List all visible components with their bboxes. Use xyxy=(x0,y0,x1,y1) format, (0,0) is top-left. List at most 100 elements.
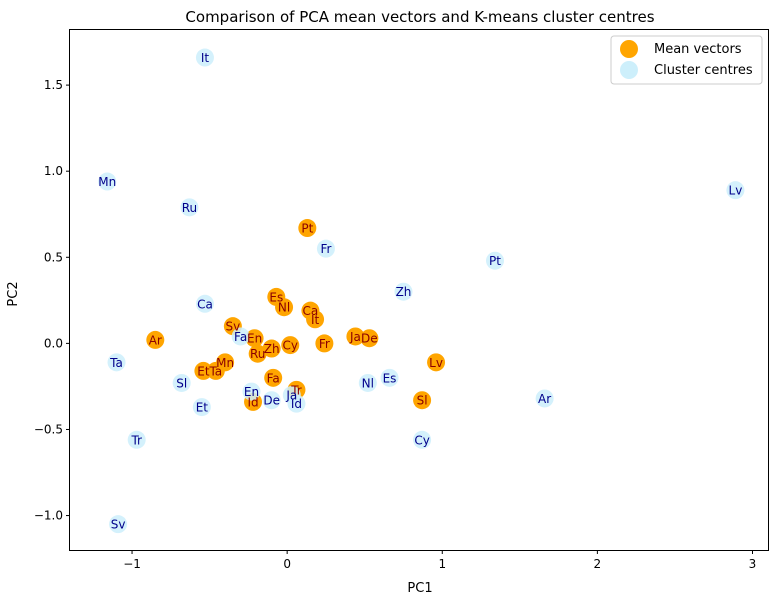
cluster-centres-point xyxy=(380,368,399,387)
cluster-centres-point xyxy=(180,198,199,217)
cluster-centres-point xyxy=(242,382,261,401)
cluster-centres-point-label: Et xyxy=(196,401,209,415)
mean-vectors-point-label: Sv xyxy=(226,320,241,334)
mean-vectors-point-label: Zh xyxy=(264,342,280,356)
cluster-centres-point xyxy=(127,430,146,449)
mean-vectors-point-label: Cy xyxy=(283,339,298,353)
cluster-centres-point xyxy=(195,48,214,67)
cluster-centres-point-label: Mn xyxy=(98,175,116,189)
mean-vectors-point-label: Nl xyxy=(278,301,290,315)
mean-vectors-point xyxy=(194,361,213,380)
cluster-centres-point xyxy=(231,327,250,346)
x-axis-label: PC1 xyxy=(407,581,432,596)
cluster-centres-point-label: Ta xyxy=(109,356,123,370)
cluster-centres-point xyxy=(195,294,214,313)
cluster-centres-point xyxy=(109,515,128,534)
mean-vectors-point xyxy=(346,327,365,346)
cluster-centres-point-label: Nl xyxy=(362,376,374,390)
cluster-centres-point-label: It xyxy=(201,51,210,65)
mean-vectors-point-label: Ca xyxy=(303,304,319,318)
y-tick-label: 0.0 xyxy=(44,336,63,350)
mean-vectors-point xyxy=(206,361,225,380)
cluster-centres-point-label: Tr xyxy=(130,433,142,447)
cluster-centres-point xyxy=(287,394,306,413)
mean-vectors-point xyxy=(306,310,325,329)
mean-vectors-point-label: De xyxy=(361,332,378,346)
y-tick-label: −1.0 xyxy=(34,509,63,523)
x-tick-label: 3 xyxy=(749,557,757,571)
mean-vectors-point-label: Ta xyxy=(208,364,222,378)
cluster-centres-point-label: Sl xyxy=(176,376,187,390)
mean-vectors-point xyxy=(245,329,264,348)
mean-vectors-point xyxy=(146,330,165,349)
mean-vectors-point xyxy=(248,344,267,363)
cluster-centres-point-label: Fr xyxy=(320,242,331,256)
legend-marker-mean-vectors xyxy=(620,40,638,58)
cluster-centres-point-label: En xyxy=(244,385,259,399)
cluster-centres-point-label: Sv xyxy=(111,518,126,532)
cluster-centres-point-label: Es xyxy=(383,371,397,385)
cluster-centres-point xyxy=(726,181,745,200)
cluster-centres-point-label: Pt xyxy=(489,254,501,268)
mean-vectors-point xyxy=(315,334,334,353)
mean-vectors-point xyxy=(298,219,317,238)
cluster-centres-point xyxy=(413,430,432,449)
x-tick-label: 2 xyxy=(594,557,602,571)
mean-vectors-point-label: Ja xyxy=(349,330,361,344)
mean-vectors-point xyxy=(360,329,379,348)
cluster-centres-point xyxy=(98,172,117,191)
cluster-centres-point-label: Zh xyxy=(396,285,412,299)
cluster-centres-point xyxy=(262,391,281,410)
mean-vectors-point-label: Tr xyxy=(290,383,302,397)
mean-vectors-point xyxy=(281,336,300,355)
cluster-centres-point xyxy=(394,282,413,301)
mean-vectors-point-label: En xyxy=(247,332,262,346)
cluster-centres-point xyxy=(316,239,335,258)
y-tick-label: 1.0 xyxy=(44,164,63,178)
cluster-centres-point xyxy=(192,398,211,417)
cluster-centres-point-label: Cy xyxy=(414,433,429,447)
cluster-centres-point xyxy=(486,251,505,270)
cluster-centres-point-label: De xyxy=(263,394,280,408)
cluster-centres-point xyxy=(172,373,191,392)
mean-vectors-point-label: Es xyxy=(269,290,283,304)
cluster-centres-point-label: Lv xyxy=(729,184,743,198)
cluster-centres-point-label: Ca xyxy=(197,297,213,311)
mean-vectors-point xyxy=(264,368,283,387)
chart-title: Comparison of PCA mean vectors and K-mea… xyxy=(185,8,654,26)
data-points xyxy=(98,48,745,534)
cluster-centres-point xyxy=(535,389,554,408)
mean-vectors-point xyxy=(262,339,281,358)
mean-vectors-point-label: Id xyxy=(247,395,258,409)
legend-marker-cluster-centres xyxy=(620,61,638,79)
legend-box xyxy=(610,35,763,85)
cluster-centres-point-label: Ja xyxy=(285,389,297,403)
cluster-centres-point-label: Ru xyxy=(182,201,197,215)
mean-vectors-point-label: Fr xyxy=(319,337,330,351)
mean-vectors-point xyxy=(413,391,432,410)
cluster-centres-point xyxy=(107,353,126,372)
x-tick-label: 1 xyxy=(438,557,446,571)
plot-frame xyxy=(69,29,769,551)
mean-vectors-point-label: It xyxy=(311,313,320,327)
cluster-centres-point xyxy=(358,373,377,392)
mean-vectors-point-label: Ar xyxy=(149,333,162,347)
x-tick-label: 0 xyxy=(283,557,291,571)
legend-label-cluster-centres: Cluster centres xyxy=(654,63,753,78)
cluster-centres-point-label: Id xyxy=(291,397,302,411)
y-axis-label: PC2 xyxy=(6,281,21,306)
y-tick-label: −0.5 xyxy=(34,422,63,436)
x-tick-label: −1 xyxy=(123,557,141,571)
legend-label-mean-vectors: Mean vectors xyxy=(654,42,742,57)
axis-ticks: −1 0 1 2 3 −1.0 −0.5 0.0 0.5 1.0 1.5 xyxy=(34,78,756,571)
y-tick-label: 1.5 xyxy=(44,78,63,92)
mean-vectors-point-label: Pt xyxy=(301,222,313,236)
y-tick-label: 0.5 xyxy=(44,250,63,264)
cluster-centres-point-label: Fa xyxy=(234,330,247,344)
mean-vectors-point-label: Sl xyxy=(417,394,428,408)
mean-vectors-point xyxy=(275,298,294,317)
legend: Mean vectors Cluster centres xyxy=(610,35,763,85)
